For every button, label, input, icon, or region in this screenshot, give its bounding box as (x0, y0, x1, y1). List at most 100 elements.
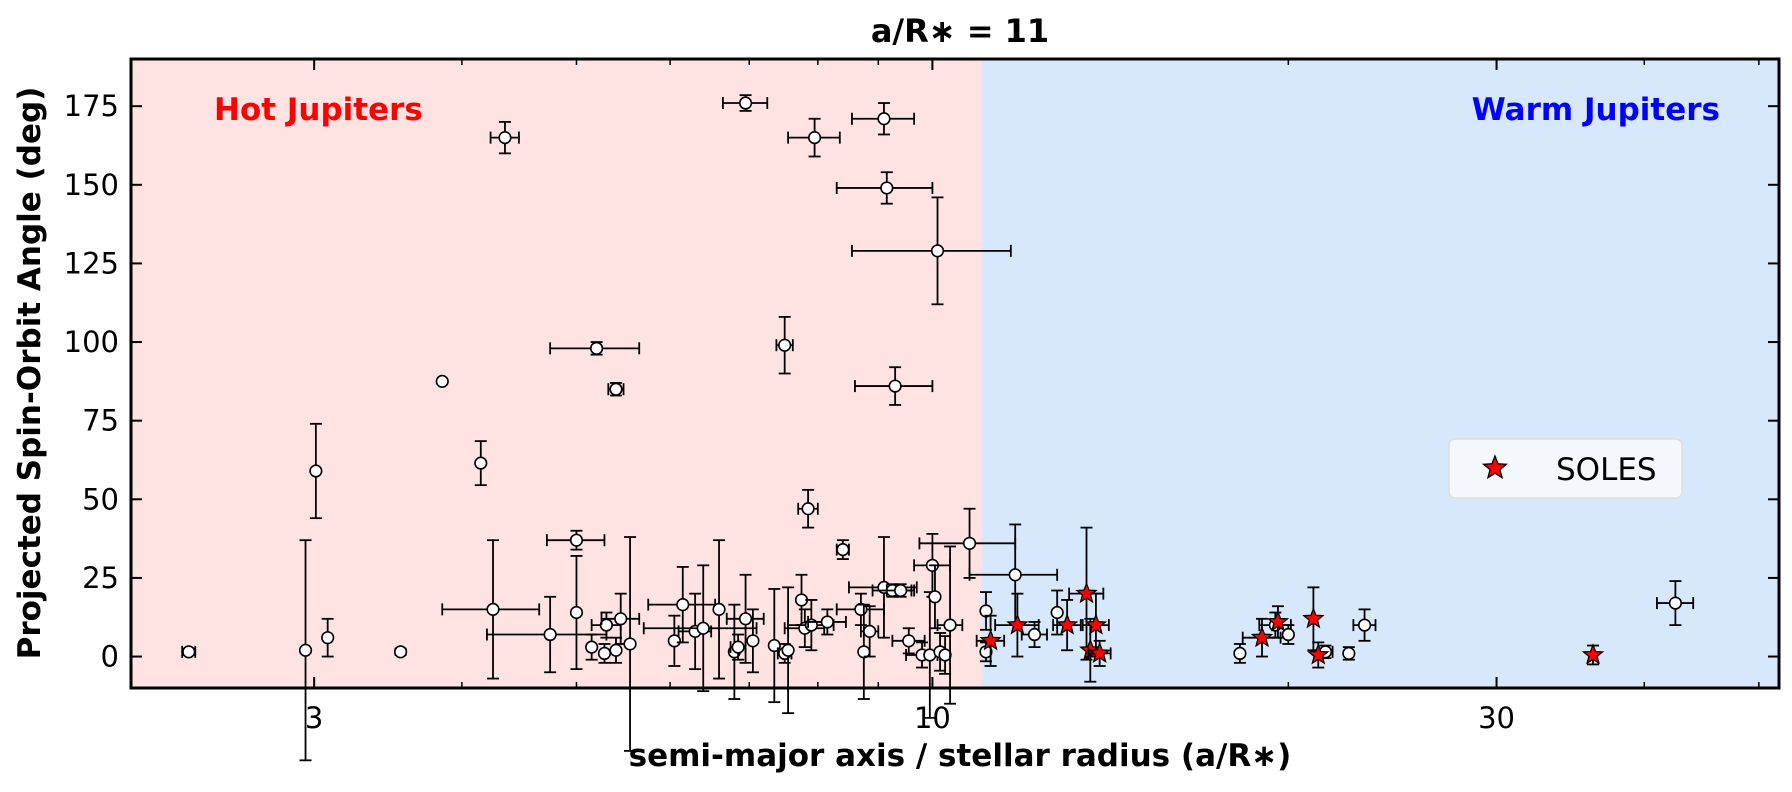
circle-marker (585, 640, 599, 654)
data-point (1352, 608, 1377, 642)
data-point (1281, 624, 1295, 645)
legend-label-soles: SOLES (1556, 452, 1657, 488)
circle-marker (474, 456, 488, 470)
circle-marker (979, 604, 993, 618)
data-point (1581, 643, 1605, 666)
circle-marker (938, 648, 952, 662)
data-point (859, 605, 880, 658)
circle-marker (435, 374, 449, 388)
data-point (600, 592, 641, 645)
star-marker (1307, 643, 1330, 665)
data-point (835, 539, 850, 560)
data-point (918, 507, 1017, 579)
star-marker (1088, 641, 1111, 663)
star-marker (1250, 625, 1274, 648)
legend-box (1448, 438, 1683, 499)
circle-marker (1357, 618, 1372, 632)
circle-marker (1668, 596, 1683, 610)
axis-ticks: 3 10 30 0 25 50 75 100 125 150 175 (64, 59, 1779, 735)
circle-marker (888, 379, 902, 393)
circle-marker (738, 612, 753, 626)
data-point (1052, 599, 1082, 652)
data-point (623, 536, 637, 752)
legend-star-marker (1481, 454, 1509, 480)
circle-marker (696, 621, 710, 635)
data-point (1307, 641, 1330, 669)
circle-marker (676, 598, 690, 612)
star-marker (1266, 610, 1290, 632)
star-marker (1006, 613, 1029, 635)
data-point (975, 614, 1006, 667)
data-point (393, 645, 408, 659)
data-point (725, 573, 765, 664)
data-point (1342, 646, 1356, 661)
x-tick-label: 3 (305, 701, 323, 735)
circle-marker (962, 536, 977, 550)
data-point (474, 440, 488, 487)
circle-marker (877, 112, 891, 126)
data-point (321, 617, 335, 658)
data-point (549, 341, 641, 356)
circle-marker (746, 634, 760, 648)
legend-star-icon (1481, 454, 1509, 480)
circle-marker (309, 464, 323, 478)
region-warm (981, 59, 1779, 688)
circle-marker (902, 634, 916, 648)
data-point (1020, 621, 1048, 649)
data-point (851, 102, 916, 136)
circle-marker (321, 631, 335, 645)
circle-marker (614, 612, 628, 626)
y-tick-label: 125 (64, 246, 119, 280)
data-point (1081, 592, 1110, 658)
data-point (545, 529, 606, 551)
data-point (797, 488, 819, 529)
data-point (1266, 605, 1290, 639)
data-point (722, 94, 769, 112)
region-label-hot: Hot Jupiters (214, 92, 423, 128)
circle-marker (569, 533, 584, 547)
data-point (835, 171, 934, 205)
circle-marker (807, 131, 822, 145)
data-point (787, 117, 841, 158)
data-point (489, 121, 520, 155)
circle-marker (880, 181, 894, 195)
data-point (435, 374, 449, 388)
circle-marker (590, 341, 604, 355)
data-point (569, 555, 584, 671)
data-point (1302, 586, 1325, 652)
y-axis-label: Projected Spin-Orbit Angle (deg) (12, 87, 48, 660)
circle-marker (778, 338, 792, 352)
circle-marker (569, 605, 584, 620)
data-point (775, 315, 794, 375)
circle-marker (943, 618, 957, 632)
circle-marker (609, 643, 623, 657)
region-label-warm: Warm Jupiters (1472, 92, 1720, 128)
legend: SOLES (1448, 438, 1683, 499)
star-marker (1055, 613, 1079, 635)
y-tick-label: 0 (101, 640, 119, 674)
data-point (891, 627, 926, 655)
data-point (597, 643, 612, 664)
circle-marker (928, 590, 942, 604)
circle-marker (486, 602, 500, 616)
data-point (968, 523, 1059, 626)
star-marker (1581, 643, 1605, 665)
star-marker (1084, 613, 1108, 635)
data-point (885, 583, 916, 598)
circle-marker (609, 382, 623, 396)
data-point (781, 586, 795, 715)
data-point (712, 539, 726, 680)
y-tick-label: 175 (64, 89, 119, 123)
circle-marker (836, 543, 850, 557)
circle-marker (930, 244, 945, 258)
data-point (854, 366, 934, 406)
region-hot (131, 59, 982, 688)
data-point (298, 539, 313, 762)
circle-marker (1050, 605, 1064, 620)
circle-marker (894, 583, 908, 598)
circle-marker (738, 96, 753, 110)
circle-marker (498, 131, 512, 145)
data-point (994, 592, 1040, 658)
data-point (1087, 639, 1112, 667)
